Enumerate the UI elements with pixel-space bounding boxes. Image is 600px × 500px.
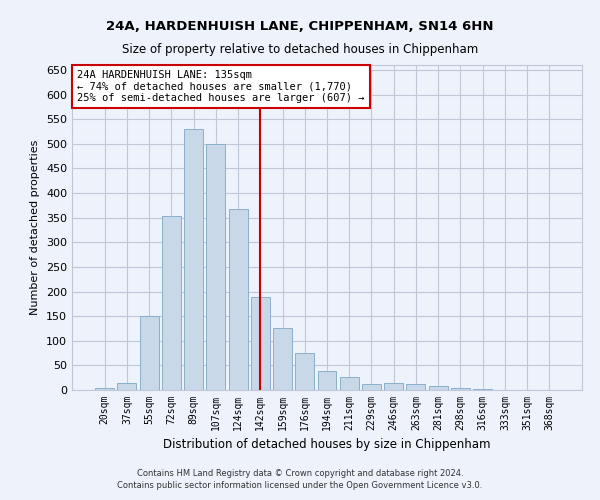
Text: 24A HARDENHUISH LANE: 135sqm
← 74% of detached houses are smaller (1,770)
25% of: 24A HARDENHUISH LANE: 135sqm ← 74% of de…: [77, 70, 365, 103]
Bar: [451, 388, 470, 390]
X-axis label: Distribution of detached houses by size in Chippenham: Distribution of detached houses by size …: [163, 438, 491, 452]
Bar: [429, 386, 448, 390]
Text: Contains public sector information licensed under the Open Government Licence v3: Contains public sector information licen…: [118, 481, 482, 490]
Y-axis label: Number of detached properties: Number of detached properties: [31, 140, 40, 315]
Bar: [273, 328, 292, 390]
Bar: [162, 216, 181, 390]
Bar: [362, 384, 381, 390]
Bar: [184, 129, 203, 390]
Bar: [229, 210, 248, 390]
Bar: [206, 144, 225, 390]
Text: Contains HM Land Registry data © Crown copyright and database right 2024.: Contains HM Land Registry data © Crown c…: [137, 468, 463, 477]
Bar: [95, 388, 114, 390]
Bar: [473, 389, 492, 390]
Bar: [384, 382, 403, 390]
Bar: [140, 316, 158, 390]
Bar: [317, 372, 337, 390]
Bar: [340, 376, 359, 390]
Bar: [295, 353, 314, 390]
Bar: [406, 384, 425, 390]
Bar: [118, 382, 136, 390]
Text: Size of property relative to detached houses in Chippenham: Size of property relative to detached ho…: [122, 42, 478, 56]
Bar: [251, 298, 270, 390]
Text: 24A, HARDENHUISH LANE, CHIPPENHAM, SN14 6HN: 24A, HARDENHUISH LANE, CHIPPENHAM, SN14 …: [106, 20, 494, 33]
